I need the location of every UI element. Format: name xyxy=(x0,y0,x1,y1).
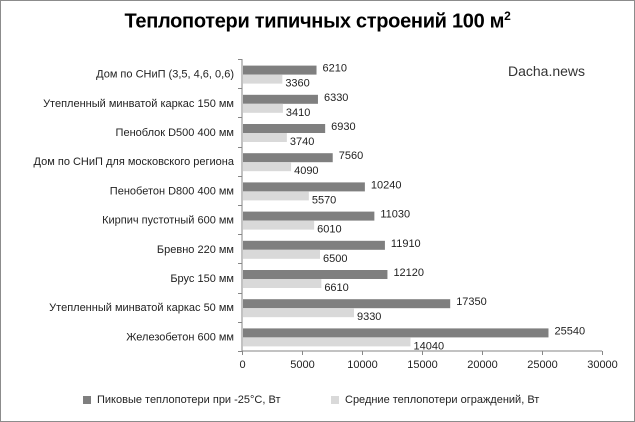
legend-swatch-average xyxy=(331,396,339,404)
data-label-average: 6610 xyxy=(324,282,348,294)
bar-peak xyxy=(243,211,375,221)
category-label: Дом по СНиП для московского региона xyxy=(34,156,235,168)
category-label: Бревно 220 мм xyxy=(157,244,234,256)
bar-peak xyxy=(243,299,451,309)
bar-average xyxy=(243,133,287,142)
data-label-average: 6010 xyxy=(317,224,341,236)
data-label-peak: 10240 xyxy=(371,179,402,191)
category-label: Дом по СНиП (3,5, 4,6, 0,6) xyxy=(96,69,234,81)
category-label: Кирпич пустотный 600 мм xyxy=(102,215,234,227)
chart-title: Теплопотери типичных строений 100 м2 xyxy=(124,9,511,33)
x-tick-label: 25000 xyxy=(527,359,558,371)
category-label: Пеноблок D500 400 мм xyxy=(116,127,234,139)
data-label-peak: 12120 xyxy=(393,267,424,279)
category-label: Брус 150 мм xyxy=(170,273,234,285)
data-label-average: 3360 xyxy=(285,78,309,90)
data-label-average: 3740 xyxy=(290,136,314,148)
data-label-average: 6500 xyxy=(323,253,347,265)
bar-average xyxy=(243,162,292,172)
legend-item-peak: Пиковые теплопотери при -25°С, Вт xyxy=(83,394,281,406)
category-label: Пенобетон D800 400 мм xyxy=(110,185,234,197)
bar-peak xyxy=(243,153,333,163)
x-tick-label: 20000 xyxy=(467,359,498,371)
bar-average xyxy=(243,74,283,84)
bar-average xyxy=(243,249,320,259)
data-label-peak: 6210 xyxy=(323,63,347,75)
bar-average xyxy=(243,279,322,288)
data-label-average: 3410 xyxy=(286,107,310,119)
bar-peak xyxy=(243,328,549,338)
bar-average xyxy=(243,191,309,201)
data-label-peak: 7560 xyxy=(339,150,363,162)
data-label-average: 14040 xyxy=(413,340,444,352)
data-label-average: 4090 xyxy=(294,165,318,177)
x-tick-label: 10000 xyxy=(347,359,378,371)
data-label-peak: 25540 xyxy=(554,325,585,337)
legend-swatch-peak xyxy=(83,396,91,404)
watermark: Dacha.news xyxy=(508,63,586,79)
category-label: Утепленный минватой каркас 150 мм xyxy=(43,98,234,110)
data-label-peak: 11910 xyxy=(391,238,421,250)
data-label-average: 9330 xyxy=(357,311,381,323)
x-tick-label: 0 xyxy=(239,359,245,371)
chart-plot: 0 5000 10000 15000 20000 25000 30000 Дом по СНи… xyxy=(34,59,618,371)
data-label-peak: 11030 xyxy=(380,209,410,221)
bar-peak xyxy=(243,94,318,104)
bar-peak xyxy=(243,182,365,192)
bar-peak xyxy=(243,124,326,133)
bar-average xyxy=(243,103,283,113)
bar-peak xyxy=(243,270,388,279)
data-label-average: 5570 xyxy=(312,194,336,206)
data-label-peak: 6330 xyxy=(324,92,348,104)
x-tick-label: 5000 xyxy=(290,359,314,371)
legend-label-average: Средние теплопотери ограждений, Вт xyxy=(345,394,540,406)
x-tick-label: 15000 xyxy=(407,359,438,371)
bar-average xyxy=(243,220,315,230)
data-label-peak: 17350 xyxy=(456,296,487,308)
category-label: Железобетон 600 мм xyxy=(126,331,234,343)
bar-peak xyxy=(243,65,317,75)
category-label: Утепленный минватой каркас 50 мм xyxy=(49,302,234,314)
data-label-peak: 6930 xyxy=(331,121,355,133)
legend-item-average: Средние теплопотери ограждений, Вт xyxy=(331,394,539,406)
bar-average xyxy=(243,308,354,318)
bar-peak xyxy=(243,240,385,250)
x-tick-label: 30000 xyxy=(587,359,618,371)
legend-label-peak: Пиковые теплопотери при -25°С, Вт xyxy=(97,394,281,406)
bar-average xyxy=(243,337,411,347)
